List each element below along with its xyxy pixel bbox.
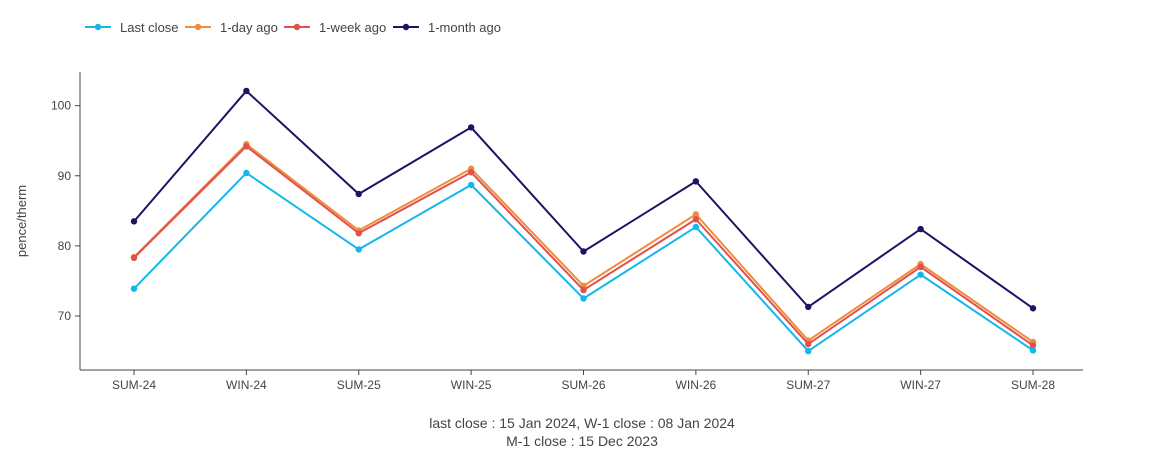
data-point[interactable] [805, 340, 812, 348]
data-point[interactable] [692, 216, 700, 223]
x-tick-label: WIN-26 [676, 378, 717, 392]
data-point[interactable] [243, 169, 250, 177]
series-line [133, 145, 1034, 347]
data-point[interactable] [580, 295, 587, 302]
legend-label: 1-month ago [428, 20, 501, 35]
data-point[interactable] [1029, 347, 1037, 354]
data-point[interactable] [917, 271, 924, 278]
data-point[interactable] [467, 169, 475, 176]
axes: 70 80 90 100 SUM-24 WIN-24 SUM-25 WIN-25 SUM-26 W… [51, 72, 1083, 392]
x-tick-label: SUM-24 [112, 378, 156, 392]
legend-item[interactable]: 1-month ago [393, 20, 501, 35]
legend-item[interactable]: 1-day ago [185, 20, 278, 35]
x-tick-label: WIN-25 [451, 378, 492, 392]
y-axis-title: pence/therm [14, 185, 29, 257]
data-point[interactable] [243, 87, 250, 95]
data-point[interactable] [580, 286, 587, 294]
series-line [133, 89, 1034, 310]
y-tick-label: 80 [58, 239, 72, 253]
legend-swatch-marker [194, 23, 202, 31]
data-point[interactable] [355, 190, 362, 198]
legend-label: 1-week ago [319, 20, 386, 35]
legend-item[interactable]: Last close [85, 20, 179, 35]
y-tick-label: 100 [51, 99, 71, 113]
legend-swatch-marker [94, 23, 102, 31]
data-point[interactable] [243, 143, 250, 150]
data-point[interactable] [692, 223, 700, 231]
series-1-week-ago [130, 143, 1037, 349]
footnote-line-1: last close : 15 Jan 2024, W-1 close : 08… [429, 415, 735, 431]
data-point[interactable] [917, 263, 924, 271]
data-point[interactable] [355, 230, 362, 237]
x-tick-label: WIN-24 [226, 378, 267, 392]
data-point[interactable] [692, 211, 700, 218]
series-line [133, 171, 1034, 353]
x-tick-label: SUM-25 [337, 378, 381, 392]
legend-label: 1-day ago [220, 20, 278, 35]
legend-item[interactable]: 1-week ago [284, 20, 386, 35]
series-last-close [130, 169, 1037, 355]
x-tick-label: SUM-26 [561, 378, 605, 392]
footnote-line-2: M-1 close : 15 Dec 2023 [506, 433, 658, 449]
x-tick-label: SUM-28 [1011, 378, 1055, 392]
series-1-month-ago [130, 87, 1037, 312]
data-point[interactable] [917, 225, 924, 233]
legend[interactable]: Last close 1-day ago 1-week ago 1-month ago [85, 20, 501, 35]
data-point[interactable] [130, 218, 138, 225]
y-tick-label: 70 [58, 309, 72, 323]
x-tick-label: SUM-27 [786, 378, 830, 392]
y-tick-label: 90 [58, 169, 72, 183]
series-line [133, 143, 1034, 343]
data-point[interactable] [467, 124, 475, 131]
data-point[interactable] [467, 181, 475, 189]
data-point[interactable] [580, 248, 587, 255]
data-point[interactable] [130, 254, 138, 262]
data-point[interactable] [130, 285, 138, 292]
x-tick-label: WIN-27 [900, 378, 941, 392]
legend-swatch-marker [402, 23, 410, 31]
data-point[interactable] [692, 178, 700, 185]
data-point[interactable] [805, 347, 812, 355]
data-point[interactable] [805, 303, 812, 311]
legend-swatch-marker [293, 23, 301, 31]
legend-label: Last close [120, 20, 179, 35]
series-layer [130, 87, 1037, 355]
data-point[interactable] [355, 246, 362, 253]
data-point[interactable] [1029, 342, 1037, 349]
data-point[interactable] [1029, 305, 1037, 312]
